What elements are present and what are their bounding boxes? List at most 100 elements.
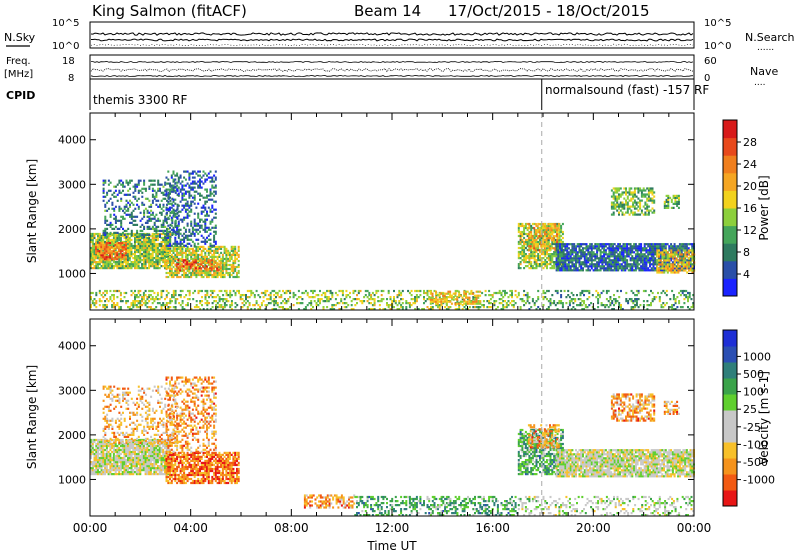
heatmap-cell — [495, 300, 498, 303]
heatmap-cell — [547, 240, 550, 244]
power-heatmap-cells — [90, 170, 696, 311]
heatmap-cell — [524, 242, 527, 246]
heatmap-cell — [177, 267, 180, 270]
heatmap-cell — [193, 212, 196, 215]
heatmap-cell — [663, 257, 665, 260]
heatmap-cell — [95, 238, 98, 242]
heatmap-cell — [102, 304, 105, 307]
heatmap-cell — [527, 237, 530, 240]
heatmap-cell — [155, 225, 158, 228]
heatmap-cell — [666, 271, 669, 274]
heatmap-cell — [619, 243, 621, 246]
heatmap-cell — [571, 249, 574, 252]
heatmap-cell — [206, 194, 208, 197]
heatmap-cell — [484, 289, 487, 293]
heatmap-cell — [530, 224, 533, 228]
heatmap-cell — [675, 269, 678, 272]
heatmap-cell — [370, 296, 373, 299]
heatmap-cell — [102, 291, 105, 295]
heatmap-cell — [543, 231, 546, 234]
heatmap-cell — [612, 259, 614, 262]
heatmap-cell — [167, 261, 170, 265]
heatmap-cell — [176, 203, 179, 206]
heatmap-cell — [125, 209, 128, 212]
heatmap-cell — [188, 230, 191, 233]
heatmap-cell — [519, 242, 522, 246]
heatmap-cell — [373, 294, 376, 297]
heatmap-cell — [640, 255, 643, 258]
heatmap-cell — [232, 269, 235, 273]
heatmap-cell — [205, 269, 208, 272]
heatmap-cell — [207, 249, 210, 252]
heatmap-cell — [530, 242, 533, 246]
heatmap-cell — [641, 255, 644, 258]
heatmap-cell — [179, 261, 182, 265]
heatmap-cell — [174, 222, 177, 225]
heatmap-cell — [211, 204, 214, 207]
heatmap-cell — [186, 253, 189, 256]
heatmap-cell — [91, 242, 94, 246]
heatmap-cell — [310, 296, 313, 299]
heatmap-cell — [619, 247, 621, 250]
heatmap-cell — [153, 238, 156, 242]
heatmap-cell — [184, 261, 187, 265]
heatmap-cell — [183, 198, 186, 201]
heatmap-cell — [156, 257, 159, 260]
heatmap-cell — [435, 300, 437, 303]
heatmap-cell — [608, 243, 611, 246]
heatmap-cell — [526, 298, 529, 301]
heatmap-cell — [329, 291, 332, 295]
heatmap-cell — [155, 306, 158, 309]
heatmap-cell — [184, 263, 187, 266]
heatmap-cell — [629, 249, 632, 252]
heatmap-cell — [214, 249, 217, 252]
heatmap-cell — [645, 257, 648, 260]
heatmap-cell — [109, 225, 112, 228]
heatmap-cell — [447, 292, 450, 295]
heatmap-cell — [658, 267, 660, 270]
heatmap-cell — [90, 298, 92, 301]
heatmap-cell — [169, 263, 171, 267]
heatmap-cell — [255, 300, 258, 303]
heatmap-cell — [275, 308, 277, 311]
heatmap-cell — [164, 225, 167, 228]
heatmap-cell — [132, 257, 135, 260]
heatmap-cell — [100, 242, 103, 245]
heatmap-cell — [206, 188, 208, 191]
heatmap-cell — [371, 298, 374, 301]
heatmap-cell — [151, 225, 154, 228]
heatmap-cell — [214, 259, 217, 263]
heatmap-cell — [179, 190, 182, 193]
heatmap-cell — [197, 247, 200, 250]
heatmap-cell — [139, 232, 142, 236]
heatmap-cell — [204, 255, 207, 258]
heatmap-cell — [552, 239, 555, 242]
heatmap-cell — [463, 298, 466, 301]
heatmap-cell — [405, 300, 408, 303]
heatmap-cell — [663, 263, 666, 266]
heatmap-cell — [603, 269, 606, 272]
heatmap-cell — [174, 244, 177, 247]
heatmap-cell — [539, 232, 541, 236]
heatmap-cell — [521, 232, 524, 236]
heatmap-cell — [127, 242, 129, 246]
heatmap-cell — [436, 302, 439, 305]
heatmap-cell — [526, 242, 529, 246]
heatmap-cell — [127, 267, 129, 270]
heatmap-cell — [158, 259, 161, 262]
heatmap-cell — [517, 224, 520, 228]
heatmap-cell — [111, 203, 114, 206]
heatmap-cell — [212, 267, 215, 270]
heatmap-cell — [544, 255, 547, 258]
heatmap-cell — [582, 253, 584, 256]
heatmap-cell — [673, 269, 676, 272]
heatmap-cell — [589, 253, 592, 256]
heatmap-cell — [132, 306, 135, 309]
heatmap-cell — [443, 292, 446, 295]
heatmap-cell — [393, 289, 395, 293]
heatmap-cell — [310, 302, 313, 305]
heatmap-cell — [608, 253, 611, 256]
heatmap-cell — [433, 300, 436, 303]
heatmap-cell — [587, 253, 590, 256]
heatmap-cell — [246, 289, 249, 293]
